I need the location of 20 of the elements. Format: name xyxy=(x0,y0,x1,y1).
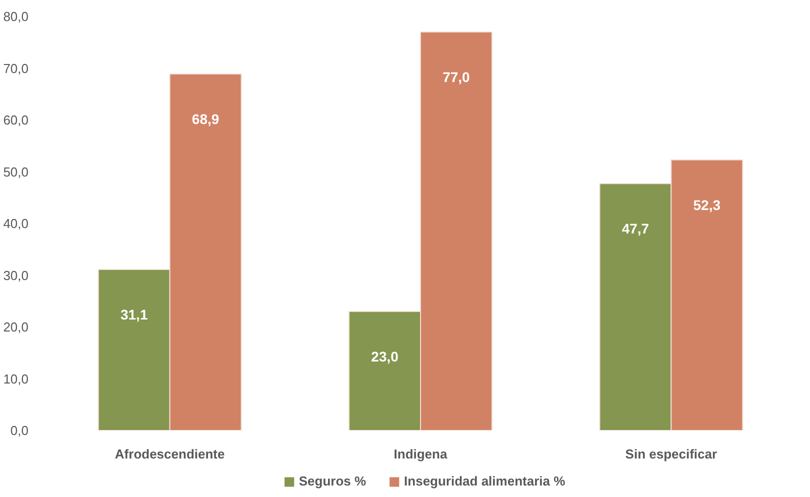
y-tick-label: 0,0 xyxy=(10,423,29,438)
y-tick-label: 10,0 xyxy=(3,371,29,386)
y-tick-label: 80,0 xyxy=(3,9,29,24)
x-tick-label: Indigena xyxy=(394,446,448,462)
x-tick-label: Afrodescendiente xyxy=(114,446,225,462)
y-tick-label: 20,0 xyxy=(3,320,29,334)
legend-label: Inseguridad alimentaria % xyxy=(404,474,566,488)
x-tick-label: Sin especificar xyxy=(625,446,718,462)
y-tick-label: 50,0 xyxy=(3,164,29,180)
data-label: 47,7 xyxy=(622,220,650,237)
data-label: 77,0 xyxy=(442,69,470,86)
data-label: 68,9 xyxy=(192,110,220,127)
y-tick-label: 70,0 xyxy=(3,60,29,76)
data-label: 31,1 xyxy=(120,306,148,323)
y-tick-label: 40,0 xyxy=(3,216,29,231)
y-tick-label: 30,0 xyxy=(3,268,29,283)
legend-label: Seguros % xyxy=(298,474,366,488)
y-tick-label: 60,0 xyxy=(3,112,29,128)
data-label: 52,3 xyxy=(693,196,721,213)
data-label: 23,0 xyxy=(371,348,399,364)
